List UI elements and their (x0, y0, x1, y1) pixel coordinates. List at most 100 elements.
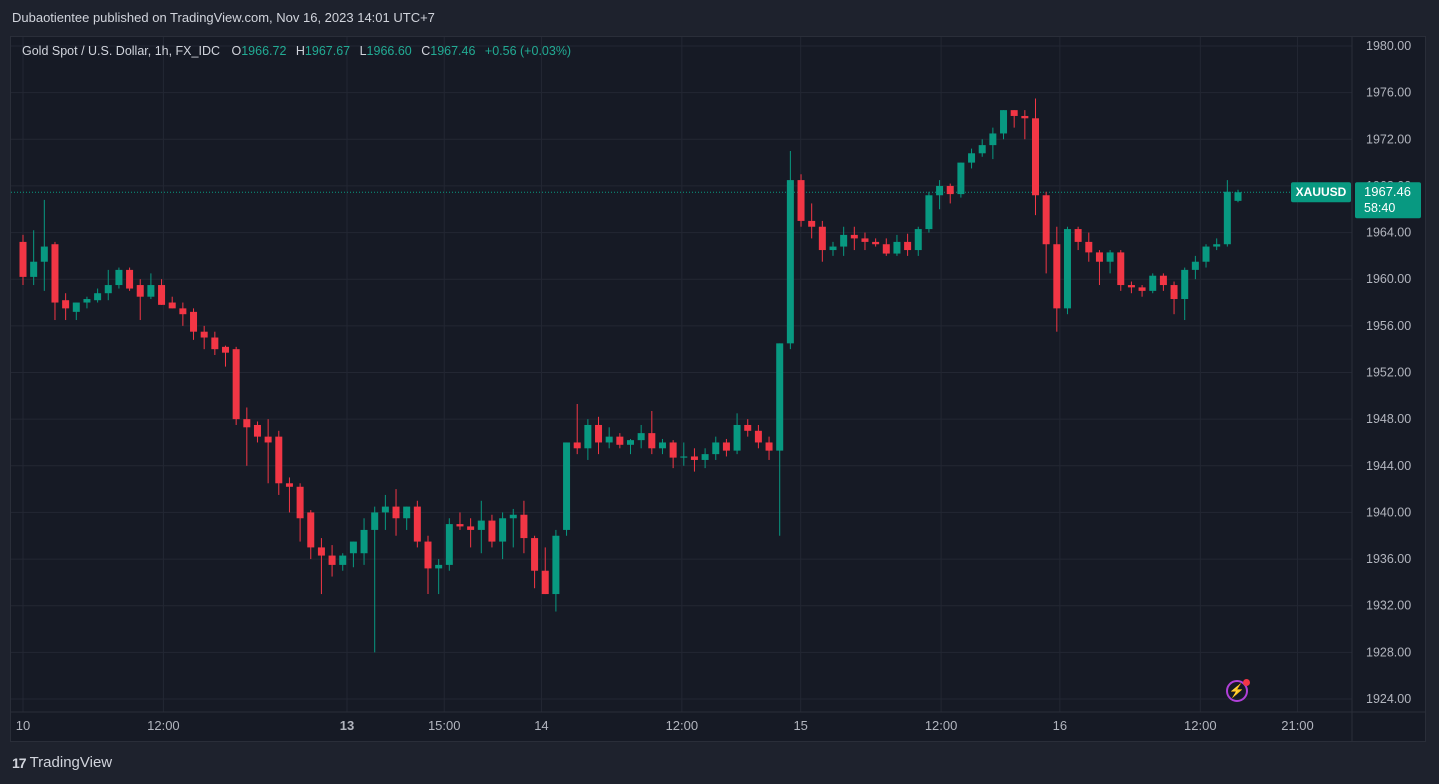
candle-body (94, 293, 102, 301)
candle-body (435, 564, 443, 569)
candle-body (669, 442, 677, 458)
candle-body (989, 133, 997, 146)
candle-body (840, 234, 848, 247)
tradingview-logo-icon: 17 (12, 754, 27, 771)
price-tick-label: 1956.00 (1366, 319, 1411, 333)
candle-body (648, 433, 656, 449)
candle-body (786, 180, 794, 344)
lightning-icon[interactable]: ⚡ (1226, 679, 1250, 702)
candle-body (744, 424, 752, 431)
candle-body (680, 456, 688, 458)
candle-body (317, 547, 325, 556)
candle-body (40, 246, 48, 262)
candle-body (1202, 246, 1210, 262)
candle-body (1213, 244, 1221, 247)
candle-body (541, 570, 549, 595)
price-tag-box (1355, 182, 1421, 219)
candle-body (563, 442, 571, 530)
price-tick-label: 1940.00 (1366, 505, 1411, 519)
price-tag-value: 1967.46 (1364, 184, 1411, 199)
candle-body (552, 535, 560, 595)
candle-body (1021, 115, 1029, 119)
candle-body (1053, 244, 1061, 309)
candle-body (1085, 241, 1093, 253)
candle-body (1127, 285, 1135, 288)
candle-body (776, 343, 784, 451)
candle-body (381, 506, 389, 513)
candle-body (179, 308, 187, 315)
legend-open-label: O (231, 44, 242, 58)
candle-body (818, 226, 826, 251)
ticker-tag-label: XAUUSD (1296, 185, 1347, 199)
price-tick-label: 1928.00 (1366, 645, 1411, 659)
candle-body (136, 285, 144, 297)
time-tick-label: 12:00 (666, 718, 699, 733)
candle-body (83, 299, 91, 303)
time-tick-label: 14 (534, 718, 548, 733)
price-tick-label: 1952.00 (1366, 366, 1411, 380)
candles-layer (19, 98, 1242, 653)
candle-body (424, 541, 432, 569)
candle-body (850, 234, 858, 239)
candle-body (499, 518, 507, 542)
time-tick-label: 16 (1053, 718, 1067, 733)
candle-body (456, 524, 464, 527)
candle-body (936, 185, 944, 196)
candle-body (914, 229, 922, 251)
time-tick-label: 12:00 (925, 718, 958, 733)
legend-high-value: 1967.67 (304, 44, 351, 58)
candle-body (595, 424, 603, 443)
candle-body (1074, 229, 1082, 242)
candle-body (1181, 269, 1189, 300)
candle-body (1191, 261, 1199, 270)
candle-body (307, 512, 315, 548)
price-axis: 1980.001976.001972.001968.001964.001960.… (1366, 39, 1411, 706)
candle-body (968, 153, 976, 163)
candle-body (925, 195, 933, 230)
candle-body (1032, 118, 1039, 196)
candle-body (275, 436, 283, 484)
legend-change: +0.56 (+0.03%) (484, 44, 572, 58)
candle-body (946, 185, 954, 195)
publisher-line: Dubaotientee published on TradingView.co… (12, 10, 435, 25)
chart-frame[interactable] (10, 36, 1426, 742)
candle-body (1042, 195, 1050, 245)
legend-close-label: C (421, 44, 431, 58)
time-tick-label: 21:00 (1281, 718, 1314, 733)
candle-body (413, 506, 421, 542)
candle-body (1117, 252, 1125, 286)
legend-open-value: 1966.72 (241, 44, 287, 58)
price-tick-label: 1924.00 (1366, 692, 1411, 706)
price-tick-label: 1972.00 (1366, 132, 1411, 146)
candle-body (573, 442, 581, 449)
candle-body (339, 555, 347, 565)
price-tag: XAUUSD 1967.46 58:40 (1291, 182, 1421, 219)
candle-body (904, 241, 912, 251)
price-tick-label: 1932.00 (1366, 599, 1411, 613)
candle-body (488, 520, 496, 542)
candle-body (1063, 229, 1071, 309)
candle-body (531, 538, 539, 571)
time-tick-label: 13 (340, 718, 354, 733)
candle-body (754, 430, 762, 443)
candle-body (243, 419, 251, 428)
time-tick-label: 10 (16, 718, 30, 733)
candle-body (637, 433, 645, 441)
candle-body (520, 514, 528, 539)
price-tick-label: 1980.00 (1366, 39, 1411, 53)
candle-body (168, 302, 176, 309)
candle-body (403, 506, 411, 519)
candle-body (861, 238, 869, 242)
candle-body (882, 244, 890, 254)
legend-symbol: Gold Spot / U.S. Dollar, 1h, FX_IDC (22, 44, 220, 58)
candle-body (605, 436, 613, 443)
candle-body (477, 520, 485, 530)
candle-body (232, 349, 240, 420)
legend-low-label: L (359, 44, 367, 58)
candle-body (371, 512, 379, 530)
candle-body (467, 526, 475, 530)
candle-body (126, 269, 134, 289)
legend-low-value: 1966.60 (366, 44, 412, 58)
candle-body (222, 346, 229, 353)
